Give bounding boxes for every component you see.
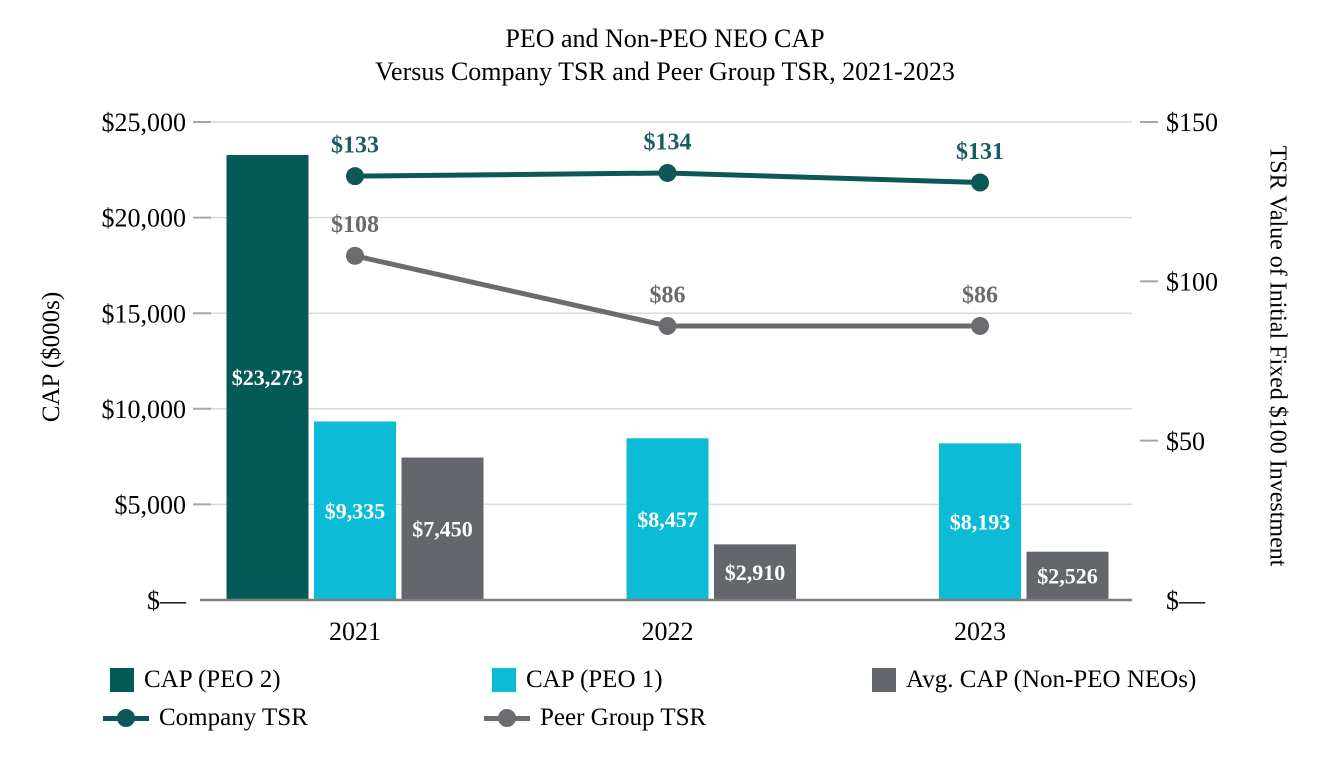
legend-item-company-tsr: Company TSR <box>103 704 308 731</box>
bar-avg-cap-non-peo-neos-2022 <box>714 544 796 600</box>
left-axis-tick-label: $20,000 <box>102 204 187 233</box>
chart-title-line1: PEO and Non-PEO NEO CAP <box>505 24 825 53</box>
point-label-peer-group-tsr-2022: $86 <box>650 282 686 308</box>
legend-swatch-avg-cap <box>872 668 896 692</box>
legend-label-cap-peo1: CAP (PEO 1) <box>526 666 663 693</box>
bar-label-cap-peo-1-2022: $8,457 <box>637 507 698 532</box>
x-axis-label-2021: 2021 <box>329 617 381 646</box>
bar-avg-cap-non-peo-neos-2023 <box>1026 551 1109 600</box>
left-axis-tick-label: $10,000 <box>102 395 187 424</box>
chart-title: PEO and Non-PEO NEO CAP Versus Company T… <box>0 22 1330 88</box>
point-label-company-tsr-2021: $133 <box>331 133 379 159</box>
point-label-company-tsr-2023: $131 <box>956 139 1004 165</box>
bar-label-avg-cap-non-peo-neos-2021: $7,450 <box>412 516 473 541</box>
x-axis-label-2023: 2023 <box>954 617 1006 646</box>
point-peer-group-tsr-2022 <box>658 316 677 335</box>
right-axis-tick-label: $100 <box>1166 267 1218 296</box>
bar-label-avg-cap-non-peo-neos-2022: $2,910 <box>725 560 786 585</box>
legend-item-cap-peo1: CAP (PEO 1) <box>492 666 663 693</box>
left-axis-tick-label: $5,000 <box>115 491 187 520</box>
legend-label-cap-peo2: CAP (PEO 2) <box>144 666 281 693</box>
point-peer-group-tsr-2023 <box>971 316 989 335</box>
legend-label-peer-group-tsr: Peer Group TSR <box>540 704 707 731</box>
bar-cap-peo-1-2021 <box>314 421 396 600</box>
left-axis-tick-label: $— <box>147 586 187 615</box>
legend-swatch-cap-peo1 <box>492 668 516 692</box>
right-axis-tick-label: $150 <box>1166 108 1218 137</box>
legend-item-cap-peo2: CAP (PEO 2) <box>110 666 281 693</box>
point-label-peer-group-tsr-2021: $108 <box>331 212 379 238</box>
point-company-tsr-2022 <box>658 163 677 182</box>
x-axis-label-2022: 2022 <box>642 617 694 646</box>
legend-item-avg-cap: Avg. CAP (Non-PEO NEOs) <box>872 666 1197 693</box>
bar-label-avg-cap-non-peo-neos-2023: $2,526 <box>1037 564 1098 589</box>
chart-title-line2: Versus Company TSR and Peer Group TSR, 2… <box>375 57 955 86</box>
bar-avg-cap-non-peo-neos-2021 <box>401 457 484 600</box>
bar-cap-peo-1-2023 <box>939 443 1021 600</box>
bar-cap-peo-1-2022 <box>626 438 709 600</box>
bar-label-cap-peo-2-2021: $23,273 <box>232 365 304 390</box>
legend-label-company-tsr: Company TSR <box>159 704 308 731</box>
left-axis-tick-label: $15,000 <box>102 299 187 328</box>
legend-label-avg-cap: Avg. CAP (Non-PEO NEOs) <box>906 666 1197 693</box>
point-peer-group-tsr-2021 <box>346 246 364 265</box>
point-company-tsr-2021 <box>346 167 364 186</box>
bar-cap-peo-2-2021 <box>226 155 309 600</box>
bar-label-cap-peo-1-2023: $8,193 <box>950 509 1011 534</box>
legend-swatch-cap-peo2 <box>110 668 134 692</box>
legend-item-peer-group-tsr: Peer Group TSR <box>484 704 707 731</box>
legend-line-marker-peer-group-tsr <box>484 708 530 728</box>
point-label-peer-group-tsr-2023: $86 <box>962 282 998 308</box>
bar-label-cap-peo-1-2021: $9,335 <box>325 498 386 523</box>
right-axis-tick-label: $— <box>1166 586 1206 615</box>
right-axis-tick-label: $50 <box>1166 427 1205 456</box>
left-axis-tick-label: $25,000 <box>102 108 187 137</box>
point-company-tsr-2023 <box>971 173 989 192</box>
legend-line-marker-company-tsr <box>103 708 149 728</box>
point-label-company-tsr-2022: $134 <box>644 129 692 155</box>
